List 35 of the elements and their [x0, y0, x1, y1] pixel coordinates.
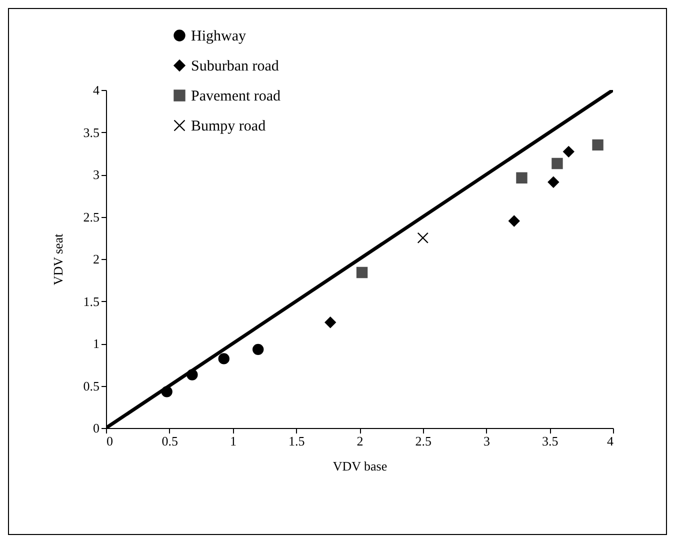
- point: [356, 266, 368, 278]
- y-tick-label: 4: [93, 82, 100, 98]
- y-tick-label: 3.5: [83, 124, 100, 140]
- x-tick-label: 2.5: [415, 434, 432, 448]
- y-tick-label: 1.5: [83, 294, 100, 309]
- x-tick-label: 0.5: [162, 434, 178, 448]
- legend-label: Pavement road: [191, 88, 282, 104]
- point: [218, 353, 230, 364]
- point: [252, 344, 264, 356]
- point: [563, 146, 574, 158]
- legend-label: Highway: [191, 28, 246, 44]
- legend-label: Suburban road: [191, 58, 280, 74]
- x-axis-title: VDV base: [332, 458, 388, 474]
- y-tick-label: 0.5: [83, 378, 100, 394]
- point: [516, 172, 528, 184]
- point: [508, 215, 520, 227]
- y-tick-label: 2.5: [83, 209, 100, 224]
- y-tick-label: 1: [93, 336, 100, 351]
- point: [417, 232, 428, 244]
- y-tick-label: 2: [93, 252, 100, 266]
- x-tick-label: 0: [106, 434, 113, 448]
- point: [592, 139, 604, 151]
- x-tick-label: 1: [230, 434, 236, 448]
- y-tick-label: 0: [93, 420, 100, 436]
- legend-label: Bumpy road: [191, 118, 266, 134]
- x-tick-label: 3: [484, 434, 490, 448]
- point: [324, 316, 336, 328]
- x-tick-label: 4: [607, 434, 614, 448]
- y-tick-label: 3: [93, 167, 100, 182]
- x-tick-label: 1.5: [288, 434, 305, 448]
- point: [552, 158, 563, 170]
- point: [548, 176, 560, 188]
- y-axis-title: VDV seat: [50, 233, 66, 286]
- x-tick-label: 2: [356, 434, 364, 448]
- x-tick-label: 3.5: [542, 434, 558, 448]
